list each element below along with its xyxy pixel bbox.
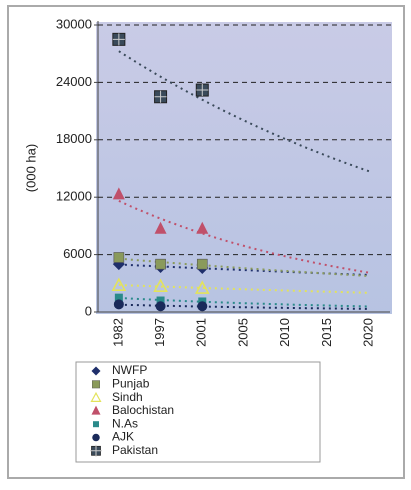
marker-cross [112, 33, 125, 46]
y-axis-title: (000 ha) [23, 144, 38, 192]
marker [92, 433, 100, 442]
x-tick-label: 2001 [194, 318, 209, 347]
legend-label: Sindh [112, 390, 143, 404]
marker-cross [196, 84, 209, 97]
marker [153, 278, 168, 292]
marker [112, 187, 125, 200]
marker [91, 405, 101, 415]
marker [93, 421, 99, 428]
legend [75, 361, 321, 463]
y-tick-label: 18000 [56, 131, 92, 146]
marker [91, 366, 101, 376]
marker [196, 221, 209, 234]
x-tick-label: 2020 [361, 318, 376, 347]
x-tick-label: 2015 [319, 318, 334, 347]
marker [156, 296, 165, 305]
x-tick-label: 2005 [235, 318, 250, 347]
marker [197, 301, 208, 312]
legend-label: Balochistan [112, 403, 174, 417]
marker [113, 252, 125, 263]
trend-line [118, 50, 370, 173]
legend-entries: NWFPPunjabSindhBalochistanN.AsAJKPakista… [90, 363, 174, 457]
marker [155, 301, 166, 312]
marker [194, 280, 210, 294]
legend-label: AJK [112, 430, 134, 444]
marker [154, 221, 167, 234]
x-tick-label: 1997 [152, 318, 167, 347]
y-tick-label: 6000 [63, 246, 92, 261]
marker [111, 277, 127, 292]
y-tick-label: 12000 [56, 189, 92, 204]
marker [92, 380, 100, 389]
trend-line [118, 199, 370, 274]
plot-area [96, 22, 392, 314]
legend-label: Pakistan [112, 443, 158, 457]
marker-cross [90, 444, 102, 457]
y-tick-label: 24000 [56, 74, 92, 89]
x-tick-label: 1982 [110, 318, 125, 347]
marker [113, 299, 124, 310]
legend-label: Punjab [112, 376, 150, 390]
marker [114, 293, 123, 302]
marker [90, 391, 102, 402]
marker-cross [154, 90, 167, 103]
y-tick-label: 0 [85, 303, 92, 318]
marker [155, 258, 166, 270]
legend-label: N.As [112, 416, 138, 430]
marker [196, 258, 208, 270]
y-tick-label: 30000 [56, 16, 92, 31]
x-tick-label: 2010 [277, 318, 292, 347]
legend-label: NWFP [112, 363, 147, 377]
